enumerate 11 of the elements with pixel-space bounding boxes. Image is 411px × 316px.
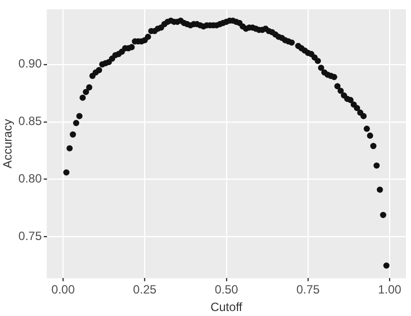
y-tick-label: 0.80 [18, 172, 42, 186]
y-tick-label: 0.90 [18, 56, 42, 71]
x-tick-label: 1.00 [378, 282, 402, 297]
y-axis-title: Accuracy [0, 119, 15, 168]
x-tick-label: 0.75 [296, 282, 320, 297]
x-tick-label: 0.00 [51, 282, 76, 297]
x-axis-title: Cutoff [210, 300, 243, 314]
y-tick-label: 0.85 [18, 114, 42, 128]
x-tick-label: 0.25 [133, 282, 157, 297]
y-tick-label: 0.75 [18, 229, 42, 244]
x-tick-label: 0.50 [214, 282, 238, 297]
